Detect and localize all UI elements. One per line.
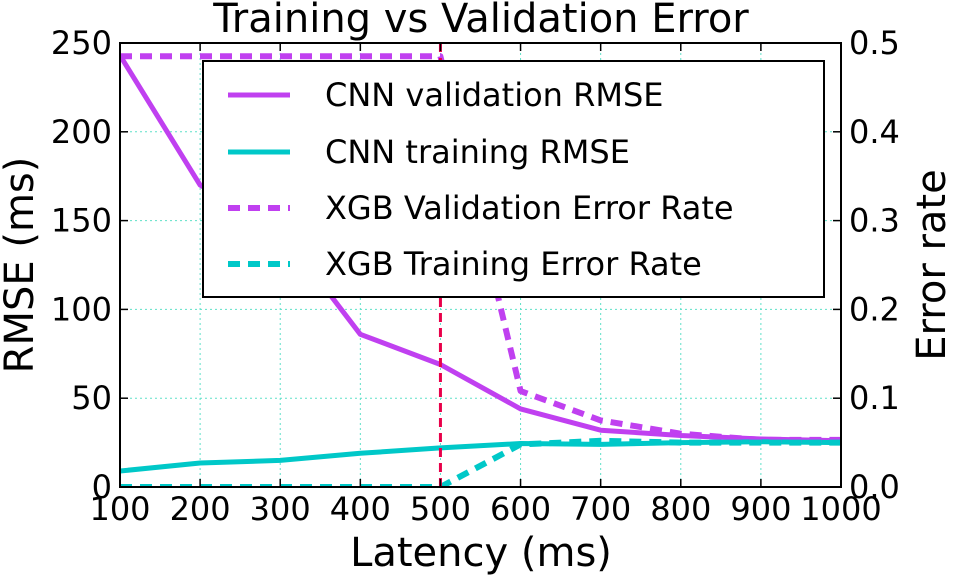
y2-tick-labels: 0.0 0.1 0.2 0.3 0.4 0.5	[849, 24, 900, 506]
x-tick-label: 700	[570, 490, 631, 528]
x-tick-labels: 100 200 300 400 500 600 700 800 900 1000	[89, 490, 881, 528]
legend-label: XGB Training Error Rate	[325, 245, 702, 283]
x-tick-label: 1000	[800, 490, 881, 528]
legend-label: CNN validation RMSE	[325, 76, 663, 114]
y2-tick-label: 0.4	[849, 113, 900, 151]
x-tick-label: 500	[410, 490, 471, 528]
plot-frame	[119, 42, 842, 488]
legend-label: CNN training RMSE	[325, 133, 630, 171]
y-tick-labels: 0 50 100 150 200 250	[51, 24, 112, 506]
y-axis-title: RMSE (ms)	[0, 157, 43, 374]
legend-box	[202, 60, 825, 298]
ticks	[119, 42, 842, 488]
x-tick-label: 900	[730, 490, 791, 528]
y-tick-label: 200	[51, 113, 112, 151]
x-tick-label: 800	[650, 490, 711, 528]
y2-tick-label: 0.0	[849, 468, 900, 506]
legend-entries: CNN validation RMSE CNN training RMSE XGB …	[228, 76, 734, 283]
y2-axis-title: Error rate	[909, 169, 955, 360]
y2-tick-label: 0.2	[849, 290, 900, 328]
chart-title: Training vs Validation Error	[212, 0, 749, 42]
x-tick-label: 100	[89, 490, 150, 528]
y2-tick-label: 0.1	[849, 379, 900, 417]
y-tick-label: 100	[51, 290, 112, 328]
x-tick-label: 400	[330, 490, 391, 528]
y2-tick-label: 0.5	[849, 24, 900, 62]
x-tick-label: 600	[490, 490, 551, 528]
x-axis-title: Latency (ms)	[350, 530, 612, 576]
x-tick-label: 300	[250, 490, 311, 528]
y-tick-label: 50	[71, 379, 112, 417]
legend-label: XGB Validation Error Rate	[325, 189, 734, 227]
series-line-3	[120, 437, 841, 487]
series-line-2	[120, 53, 841, 443]
y-tick-label: 250	[51, 24, 112, 62]
x-tick-label: 200	[170, 490, 231, 528]
y-tick-label: 150	[51, 202, 112, 240]
y2-tick-label: 0.3	[849, 202, 900, 240]
legend: CNN validation RMSE CNN training RMSE XGB …	[202, 60, 825, 298]
y-tick-label: 0	[92, 468, 112, 506]
